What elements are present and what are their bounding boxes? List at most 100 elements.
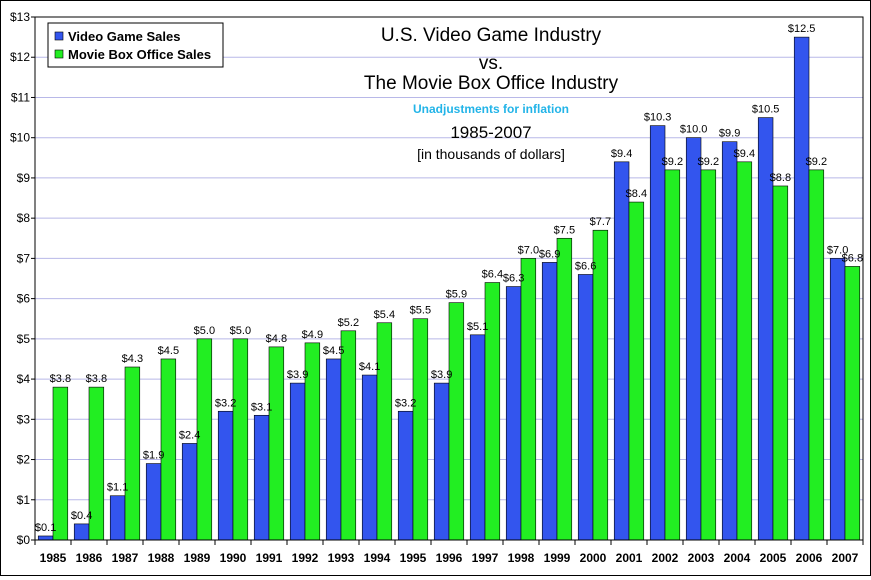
data-label-video-game: $0.4 — [71, 510, 92, 522]
data-label-video-game: $3.1 — [251, 401, 272, 413]
bar-video-game — [577, 274, 594, 541]
data-label-movie-box-office: $9.2 — [806, 156, 827, 168]
data-label-movie-box-office: $7.5 — [554, 224, 575, 236]
bar-movie-box-office — [664, 169, 681, 541]
bar-video-game — [469, 334, 486, 541]
x-tick-label: 2000 — [580, 551, 607, 565]
bar-video-game — [829, 258, 846, 541]
x-tick-label: 2002 — [652, 551, 679, 565]
bar-video-game — [181, 443, 198, 541]
data-label-video-game: $6.6 — [575, 260, 596, 272]
x-tick-label: 1990 — [220, 551, 247, 565]
title-line-1: U.S. Video Game Industry — [381, 25, 602, 46]
data-label-movie-box-office: $6.4 — [482, 269, 503, 281]
data-label-video-game: $10.0 — [680, 124, 708, 136]
data-label-movie-box-office: $4.3 — [122, 353, 143, 365]
data-label-movie-box-office: $8.8 — [770, 172, 791, 184]
x-axis-ticks: 1985 1986 1987 1988 1989 1990 1991 1992 1993 1994… — [34, 540, 864, 565]
x-tick-label: 1992 — [292, 551, 319, 565]
data-labels: $0.1 $3.8 $0.4 $3.8 $1.1 $4.3 $1.9 $4.5 $2.4 $5.0… — [35, 23, 863, 534]
x-tick-label: 1996 — [436, 551, 463, 565]
x-tick-label: 1985 — [40, 551, 67, 565]
data-label-video-game: $0.1 — [35, 522, 56, 534]
plot-area-border — [34, 16, 864, 541]
data-label-video-game: $3.2 — [215, 397, 236, 409]
data-label-movie-box-office: $7.7 — [590, 216, 611, 228]
bar-video-game — [793, 36, 810, 541]
bar-video-game — [505, 286, 522, 541]
x-tick-label: 1991 — [256, 551, 283, 565]
bar-movie-box-office — [340, 330, 357, 541]
bar-video-game — [217, 410, 234, 541]
y-tick-label: $2 — [17, 453, 31, 467]
data-label-video-game: $9.4 — [611, 148, 632, 160]
data-label-video-game: $4.5 — [323, 345, 344, 357]
inflation-note: Unadjustments for inflation — [413, 102, 569, 116]
y-tick-label: $13 — [10, 10, 30, 24]
bars — [37, 36, 861, 541]
y-tick-label: $12 — [10, 50, 30, 64]
data-label-movie-box-office: $8.4 — [626, 188, 647, 200]
data-label-video-game: $5.1 — [467, 321, 488, 333]
bar-video-game — [685, 137, 702, 541]
x-tick-label: 1993 — [328, 551, 355, 565]
bar-movie-box-office — [52, 386, 69, 541]
y-axis-ticks: $0 $1 $2 $3 $4 $5 $6 $7 $8 $9 $10 $11 $12 $13 — [10, 10, 35, 547]
data-label-movie-box-office: $4.9 — [302, 329, 323, 341]
x-tick-label: 1999 — [544, 551, 571, 565]
x-tick-label: 1989 — [184, 551, 211, 565]
bar-movie-box-office — [844, 266, 861, 541]
x-tick-label: 2006 — [796, 551, 823, 565]
bar-movie-box-office — [700, 169, 717, 541]
x-tick-label: 2004 — [724, 551, 751, 565]
data-label-movie-box-office: $6.8 — [842, 252, 863, 264]
data-label-movie-box-office: $4.8 — [266, 333, 287, 345]
data-label-video-game: $4.1 — [359, 361, 380, 373]
x-tick-label: 1994 — [364, 551, 391, 565]
legend-label-movie-box-office: Movie Box Office Sales — [68, 47, 211, 62]
title-line-2: vs. — [479, 53, 503, 74]
data-label-video-game: $10.5 — [752, 104, 780, 116]
y-tick-label: $11 — [11, 90, 30, 104]
data-label-video-game: $3.9 — [287, 369, 308, 381]
bar-video-game — [433, 382, 450, 541]
data-label-video-game: $7.0 — [827, 244, 848, 256]
bar-movie-box-office — [376, 322, 393, 541]
bar-video-game — [649, 125, 666, 541]
bar-movie-box-office — [628, 201, 645, 541]
data-label-video-game: $2.4 — [179, 429, 200, 441]
title-line-3: The Movie Box Office Industry — [364, 73, 619, 94]
bar-movie-box-office — [448, 302, 465, 541]
data-label-movie-box-office: $5.9 — [446, 289, 467, 301]
data-label-movie-box-office: $9.2 — [698, 156, 719, 168]
x-tick-label: 2007 — [832, 551, 859, 565]
bar-video-game — [73, 523, 90, 541]
data-label-movie-box-office: $5.0 — [194, 325, 215, 337]
data-label-movie-box-office: $3.8 — [50, 373, 71, 385]
x-tick-label: 2001 — [616, 551, 643, 565]
data-label-movie-box-office: $9.4 — [734, 148, 755, 160]
data-label-video-game: $12.5 — [788, 23, 816, 35]
y-tick-label: $7 — [17, 251, 31, 265]
year-range: 1985-2007 — [450, 123, 531, 142]
bar-movie-box-office — [520, 258, 537, 541]
bar-movie-box-office — [124, 366, 141, 541]
data-label-video-game: $6.9 — [539, 248, 560, 260]
data-label-video-game: $6.3 — [503, 273, 524, 285]
bar-movie-box-office — [412, 318, 429, 541]
data-label-movie-box-office: $5.4 — [374, 309, 395, 321]
bar-video-game — [109, 495, 126, 541]
bar-video-game — [397, 410, 414, 541]
bar-video-game — [145, 463, 162, 541]
x-tick-label: 1998 — [508, 551, 535, 565]
bar-video-game — [289, 382, 306, 541]
bar-movie-box-office — [232, 338, 249, 541]
data-label-video-game: $3.9 — [431, 369, 452, 381]
data-label-movie-box-office: $9.2 — [662, 156, 683, 168]
data-label-video-game: $10.3 — [644, 112, 672, 124]
bar-video-game — [721, 141, 738, 541]
x-tick-label: 2003 — [688, 551, 715, 565]
x-tick-label: 1987 — [112, 551, 139, 565]
